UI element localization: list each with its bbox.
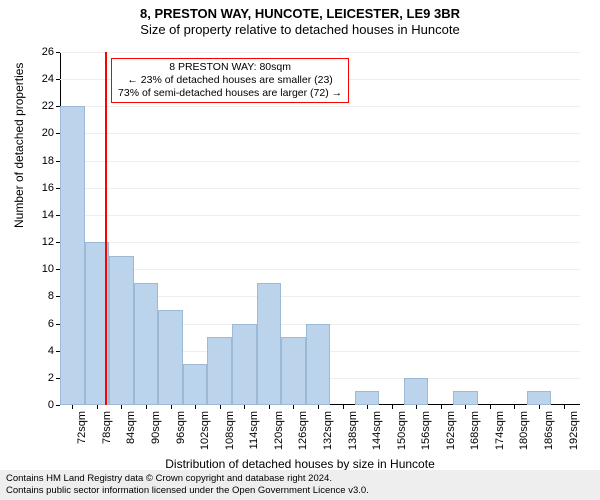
xtick-mark — [539, 405, 540, 409]
xtick-mark — [244, 405, 245, 409]
xtick-mark — [392, 405, 393, 409]
xtick-label: 96sqm — [175, 411, 187, 444]
subject-marker-line — [105, 52, 107, 405]
xtick-label: 162sqm — [445, 411, 457, 450]
plot-region: 0246810121416182022242672sqm78sqm84sqm90… — [60, 52, 580, 405]
ytick-label: 4 — [24, 345, 54, 357]
ytick-mark — [56, 405, 60, 406]
ytick-label: 10 — [24, 263, 54, 275]
xtick-mark — [195, 405, 196, 409]
gridline — [60, 106, 580, 107]
footer-line1: Contains HM Land Registry data © Crown c… — [6, 473, 594, 485]
histogram-bar — [281, 337, 306, 405]
xtick-mark — [441, 405, 442, 409]
xtick-mark — [171, 405, 172, 409]
xtick-label: 168sqm — [469, 411, 481, 450]
xtick-mark — [564, 405, 565, 409]
xtick-label: 192sqm — [568, 411, 580, 450]
xtick-label: 174sqm — [494, 411, 506, 450]
xtick-mark — [146, 405, 147, 409]
xtick-label: 120sqm — [273, 411, 285, 450]
histogram-bar — [207, 337, 232, 405]
xtick-mark — [367, 405, 368, 409]
gridline — [60, 52, 580, 53]
ytick-mark — [56, 52, 60, 53]
xtick-mark — [514, 405, 515, 409]
ytick-label: 12 — [24, 236, 54, 248]
ytick-label: 2 — [24, 372, 54, 384]
histogram-bar — [453, 391, 478, 405]
xtick-label: 144sqm — [371, 411, 383, 450]
ytick-mark — [56, 79, 60, 80]
xtick-label: 108sqm — [224, 411, 236, 450]
xtick-label: 180sqm — [518, 411, 530, 450]
histogram-bar — [527, 391, 552, 405]
xtick-mark — [416, 405, 417, 409]
title-address: 8, PRESTON WAY, HUNCOTE, LEICESTER, LE9 … — [0, 6, 600, 22]
ytick-label: 24 — [24, 73, 54, 85]
xtick-label: 126sqm — [297, 411, 309, 450]
xtick-mark — [72, 405, 73, 409]
x-axis-label: Distribution of detached houses by size … — [0, 457, 600, 471]
xtick-mark — [293, 405, 294, 409]
histogram-bar — [158, 310, 183, 405]
xtick-mark — [465, 405, 466, 409]
annotation-box: 8 PRESTON WAY: 80sqm← 23% of detached ho… — [111, 58, 349, 103]
ytick-label: 20 — [24, 127, 54, 139]
xtick-mark — [490, 405, 491, 409]
histogram-bar — [355, 391, 380, 405]
histogram-bar — [306, 324, 331, 405]
histogram-bar — [134, 283, 159, 405]
gridline — [60, 188, 580, 189]
footer-line2: Contains public sector information licen… — [6, 485, 594, 497]
ytick-label: 26 — [24, 46, 54, 58]
ytick-label: 0 — [24, 399, 54, 411]
ytick-label: 14 — [24, 209, 54, 221]
xtick-label: 114sqm — [248, 411, 260, 449]
xtick-mark — [121, 405, 122, 409]
chart-area: 0246810121416182022242672sqm78sqm84sqm90… — [60, 52, 580, 405]
gridline — [60, 269, 580, 270]
gridline — [60, 215, 580, 216]
annotation-line: 8 PRESTON WAY: 80sqm — [118, 61, 342, 74]
y-axis-label: Number of detached properties — [12, 63, 26, 228]
xtick-mark — [269, 405, 270, 409]
histogram-bar — [404, 378, 429, 405]
xtick-label: 186sqm — [543, 411, 555, 450]
gridline — [60, 161, 580, 162]
histogram-bar — [232, 324, 257, 405]
chart-title-block: 8, PRESTON WAY, HUNCOTE, LEICESTER, LE9 … — [0, 0, 600, 37]
xtick-label: 84sqm — [125, 411, 137, 444]
xtick-label: 150sqm — [396, 411, 408, 450]
annotation-line: ← 23% of detached houses are smaller (23… — [118, 74, 342, 87]
xtick-label: 138sqm — [347, 411, 359, 450]
xtick-label: 72sqm — [76, 411, 88, 444]
histogram-bar — [257, 283, 282, 405]
ytick-label: 16 — [24, 182, 54, 194]
ytick-label: 22 — [24, 100, 54, 112]
histogram-bar — [109, 256, 134, 405]
ytick-label: 8 — [24, 290, 54, 302]
xtick-label: 156sqm — [420, 411, 432, 450]
xtick-label: 102sqm — [199, 411, 211, 450]
xtick-label: 78sqm — [101, 411, 113, 444]
xtick-label: 132sqm — [322, 411, 334, 450]
xtick-label: 90sqm — [150, 411, 162, 444]
xtick-mark — [220, 405, 221, 409]
gridline — [60, 242, 580, 243]
xtick-mark — [97, 405, 98, 409]
histogram-bar — [60, 106, 85, 405]
xtick-mark — [318, 405, 319, 409]
ytick-label: 6 — [24, 318, 54, 330]
histogram-bar — [183, 364, 208, 405]
gridline — [60, 133, 580, 134]
xtick-mark — [343, 405, 344, 409]
ytick-label: 18 — [24, 155, 54, 167]
title-subtitle: Size of property relative to detached ho… — [0, 22, 600, 38]
footer: Contains HM Land Registry data © Crown c… — [0, 470, 600, 500]
annotation-line: 73% of semi-detached houses are larger (… — [118, 87, 342, 100]
